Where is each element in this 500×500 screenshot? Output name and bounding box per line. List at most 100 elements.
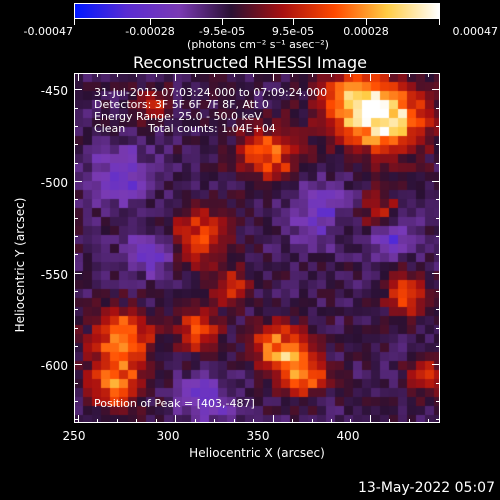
axis-tick [273, 415, 274, 423]
axis-tick [253, 73, 254, 77]
axis-tick [234, 73, 235, 77]
colorbar [74, 3, 440, 19]
axis-tick [74, 126, 78, 127]
colorbar-tick [366, 19, 367, 25]
colorbar-tick [293, 19, 294, 25]
colorbar-tick [439, 19, 440, 25]
axis-tick [74, 163, 78, 164]
axis-tick [436, 144, 440, 145]
axis-tick [195, 73, 196, 77]
axis-tick [436, 419, 440, 420]
axis-tick [292, 73, 293, 77]
y-tick-label: -550 [40, 268, 68, 282]
axis-tick [74, 89, 82, 90]
axis-tick [432, 364, 440, 365]
axis-tick [350, 419, 351, 423]
y-tick-label: -450 [40, 84, 68, 98]
axis-tick [389, 73, 390, 77]
axis-tick [97, 73, 98, 77]
peak-position-text: Position of Peak = [403,-487] [94, 397, 255, 410]
axis-tick [74, 181, 82, 182]
axis-tick [389, 419, 390, 423]
axis-tick [74, 108, 78, 109]
colorbar-tick-label: 0.00047 [452, 25, 499, 38]
axis-tick [74, 346, 78, 347]
axis-tick [436, 218, 440, 219]
axis-tick [436, 254, 440, 255]
axis-tick [156, 73, 157, 77]
total-counts-text: Total counts: 1.04E+04 [148, 122, 276, 135]
colorbar-tick-label: -0.00047 [23, 25, 73, 38]
axis-tick [74, 236, 78, 237]
axis-tick [436, 236, 440, 237]
axis-tick [273, 73, 274, 81]
y-tick-label: -600 [40, 359, 68, 373]
axis-tick [97, 419, 98, 423]
axis-tick [436, 126, 440, 127]
axis-tick [436, 108, 440, 109]
x-tick-label: 300 [156, 429, 180, 443]
axis-tick [253, 419, 254, 423]
axis-tick [432, 273, 440, 274]
axis-tick [370, 415, 371, 423]
axis-tick [436, 291, 440, 292]
y-axis-label: Heliocentric Y (arcsec) [13, 197, 27, 333]
colorbar-tick [74, 19, 75, 25]
axis-tick [74, 199, 78, 200]
axis-tick [74, 273, 82, 274]
plot-title: Reconstructed RHESSI Image [133, 53, 367, 72]
axis-tick [136, 419, 137, 423]
axis-tick [350, 73, 351, 77]
axis-tick [74, 383, 78, 384]
axis-tick [432, 181, 440, 182]
footer-date: 13-May-2022 05:07 [357, 480, 495, 496]
energy-range-text: Energy Range: 25.0 - 50.0 keV [94, 110, 262, 123]
axis-tick [292, 419, 293, 423]
axis-tick [117, 73, 118, 77]
axis-tick [432, 89, 440, 90]
axis-tick [214, 73, 215, 77]
axis-tick [436, 328, 440, 329]
axis-tick [436, 383, 440, 384]
colorbar-units-label: (photons cm⁻² s⁻¹ asec⁻²) [187, 38, 329, 51]
axis-tick [74, 144, 78, 145]
axis-tick [436, 163, 440, 164]
axis-tick [78, 73, 79, 81]
axis-tick [175, 415, 176, 423]
x-tick-label: 350 [246, 429, 270, 443]
axis-tick [74, 309, 78, 310]
axis-tick [74, 401, 78, 402]
axis-tick [214, 419, 215, 423]
colorbar-tick-label: -9.5e-05 [198, 25, 246, 38]
axis-tick [331, 73, 332, 77]
axis-tick [436, 401, 440, 402]
axis-tick [331, 419, 332, 423]
axis-tick [428, 419, 429, 423]
colorbar-tick [150, 19, 151, 25]
axis-tick [436, 309, 440, 310]
axis-tick [117, 419, 118, 423]
axis-tick [234, 419, 235, 423]
x-axis-label: Heliocentric X (arcsec) [189, 446, 325, 460]
axis-tick [175, 73, 176, 81]
axis-tick [74, 364, 82, 365]
x-tick-label: 400 [336, 429, 360, 443]
axis-tick [136, 73, 137, 77]
axis-tick [428, 73, 429, 77]
axis-tick [312, 73, 313, 77]
detectors-text: Detectors: 3F 5F 6F 7F 8F, Att 0 [94, 98, 269, 111]
colorbar-tick-label: 9.5e-05 [271, 25, 315, 38]
axis-tick [195, 419, 196, 423]
axis-tick [74, 254, 78, 255]
axis-tick [74, 291, 78, 292]
axis-tick [156, 419, 157, 423]
axis-tick [312, 419, 313, 423]
axis-tick [409, 73, 410, 77]
colorbar-tick-label: -0.00028 [125, 25, 175, 38]
colorbar-tick-label: 0.00028 [343, 25, 389, 38]
y-tick-label: -500 [40, 176, 68, 190]
time-range-text: 31-Jul-2012 07:03:24.000 to 07:09:24.000 [94, 86, 328, 99]
axis-tick [436, 346, 440, 347]
axis-tick [74, 419, 78, 420]
axis-tick [409, 419, 410, 423]
